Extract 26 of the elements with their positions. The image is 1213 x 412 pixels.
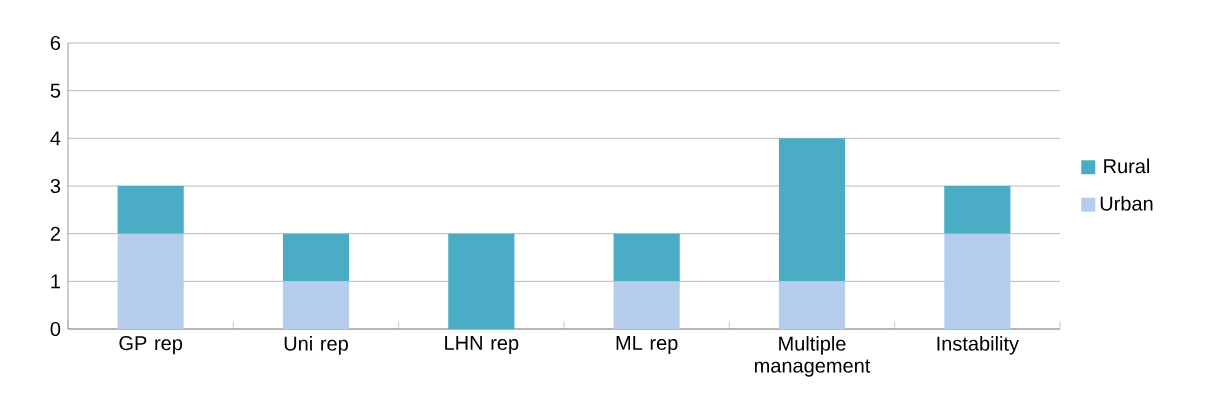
bar [613,281,680,329]
bar [448,233,515,329]
x-tick-label: ML rep [616,336,678,354]
y-tick-label: 2 [50,226,60,241]
x-tick-label: LHN rep [445,336,519,354]
x-tick-label: GP rep [119,336,183,355]
bar [613,233,680,282]
bar [944,233,1011,329]
x-tick-label: Uni rep [284,336,348,355]
legend-label: Rural [1104,158,1150,174]
y-tick-label: 0 [50,321,61,337]
y-tick-label: 1 [51,274,60,289]
bar [944,186,1011,234]
x-tick-label: Instability [937,336,1019,355]
y-tick-label: 5 [50,83,61,98]
x-tick-label: Multiple management [754,336,871,377]
bar [117,186,184,234]
bar [778,281,846,329]
bar [282,233,350,282]
y-tick-label: 6 [50,35,61,51]
bar [778,138,846,282]
bar [117,233,184,329]
y-tick-label: 4 [50,131,61,146]
bar [282,281,350,329]
y-tick-label: 3 [50,178,61,194]
legend-label: Urban [1100,195,1153,211]
